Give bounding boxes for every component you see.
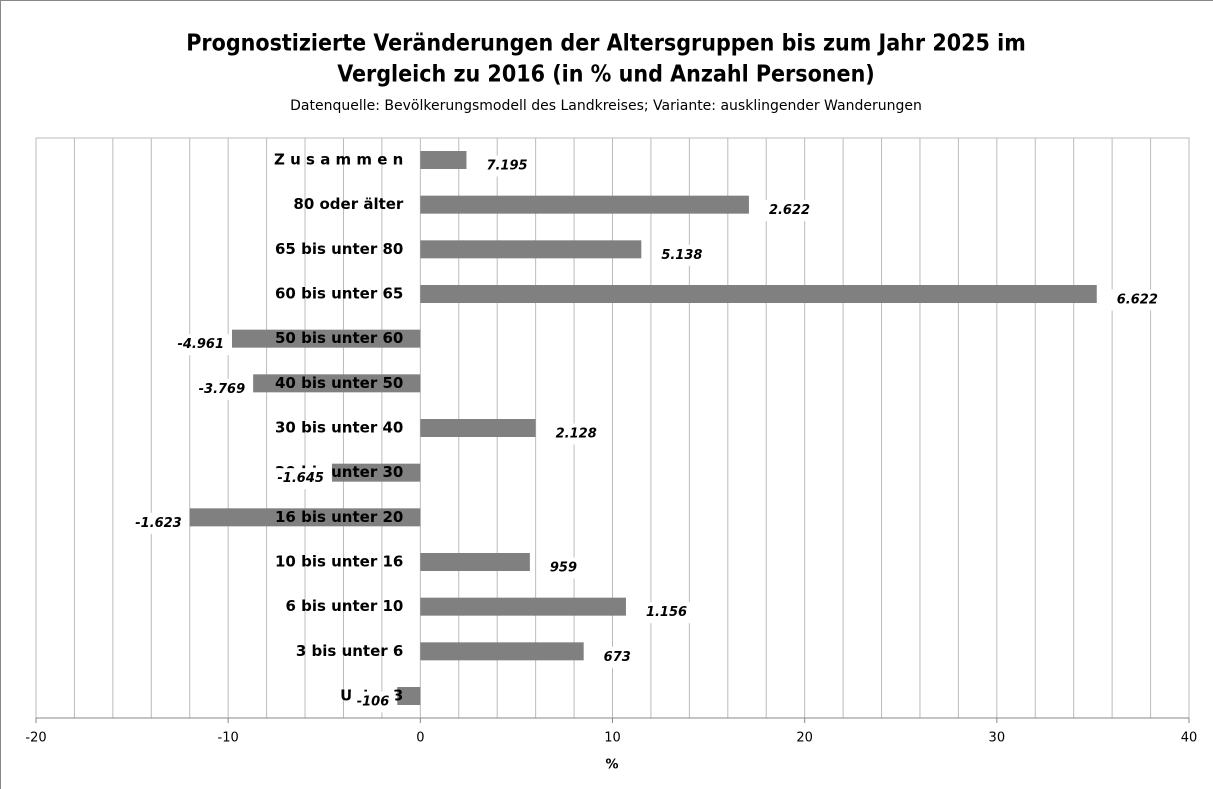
bar: [253, 374, 421, 393]
category-label: 3 bis unter 6: [296, 642, 403, 660]
count-label: 1.156: [646, 605, 687, 620]
count-label-bg: [350, 691, 396, 713]
x-tick-label: 10: [604, 731, 621, 746]
count-label-bg: [762, 200, 817, 222]
count-label: 2.622: [769, 203, 810, 218]
count-label-bg: [597, 646, 637, 668]
bar: [420, 240, 642, 259]
x-tick-label: -10: [218, 731, 239, 746]
count-label: -1.645: [277, 471, 324, 486]
category-label: 10 bis unter 16: [275, 553, 403, 571]
chart-title: Prognostizierte Veränderungen der Alters…: [186, 31, 1026, 57]
count-label: -106: [357, 695, 390, 710]
category-label: 16 bis unter 20: [275, 508, 403, 526]
count-label: 7.195: [486, 159, 527, 174]
category-label: 50 bis unter 60: [275, 329, 403, 347]
bar: [420, 151, 467, 169]
bar: [232, 329, 421, 348]
count-label-bg: [192, 378, 252, 400]
bar: [420, 419, 536, 437]
chart-title: Vergleich zu 2016 (in % und Anzahl Perso…: [337, 62, 875, 88]
count-label: -3.769: [199, 382, 246, 397]
category-label: 6 bis unter 10: [285, 597, 403, 615]
count-label-bg: [543, 557, 584, 579]
x-tick-label: 0: [416, 731, 424, 746]
count-label-bg: [1110, 289, 1164, 311]
category-label: 80 oder älter: [293, 195, 404, 213]
count-label-bg: [639, 602, 694, 624]
bar: [189, 508, 421, 527]
x-tick-label: 40: [1181, 731, 1198, 746]
bar: [397, 687, 421, 705]
category-label: 65 bis unter 80: [275, 240, 403, 258]
x-tick-label: 20: [796, 731, 813, 746]
category-label: Z u s a m m e n: [274, 151, 403, 169]
bar: [420, 642, 584, 661]
count-label: 673: [604, 650, 631, 665]
x-tick-label: -20: [25, 731, 46, 746]
count-label-bg: [271, 468, 330, 490]
bar: [420, 195, 749, 214]
count-label-bg: [129, 512, 188, 534]
chart-subtitle: Datenquelle: Bevölkerungsmodell des Land…: [290, 98, 922, 114]
bar: [331, 463, 421, 482]
count-label-bg: [549, 423, 603, 445]
bar: [420, 597, 626, 616]
count-label-bg: [171, 334, 231, 356]
bar: [420, 285, 1097, 303]
count-label: -1.623: [135, 516, 182, 531]
category-label: 30 bis unter 40: [275, 419, 403, 437]
count-label-bg: [480, 155, 534, 177]
count-label: 2.128: [556, 427, 597, 442]
category-label: 40 bis unter 50: [275, 374, 403, 392]
count-label: 959: [550, 561, 577, 576]
x-axis-label: %: [605, 758, 618, 773]
count-label: -4.961: [177, 337, 224, 352]
count-label-bg: [655, 244, 709, 266]
x-tick-label: 30: [989, 731, 1006, 746]
category-label: 60 bis unter 65: [275, 285, 403, 303]
bar: [420, 553, 530, 571]
count-label: 5.138: [661, 248, 702, 263]
count-label: 6.622: [1117, 293, 1158, 308]
